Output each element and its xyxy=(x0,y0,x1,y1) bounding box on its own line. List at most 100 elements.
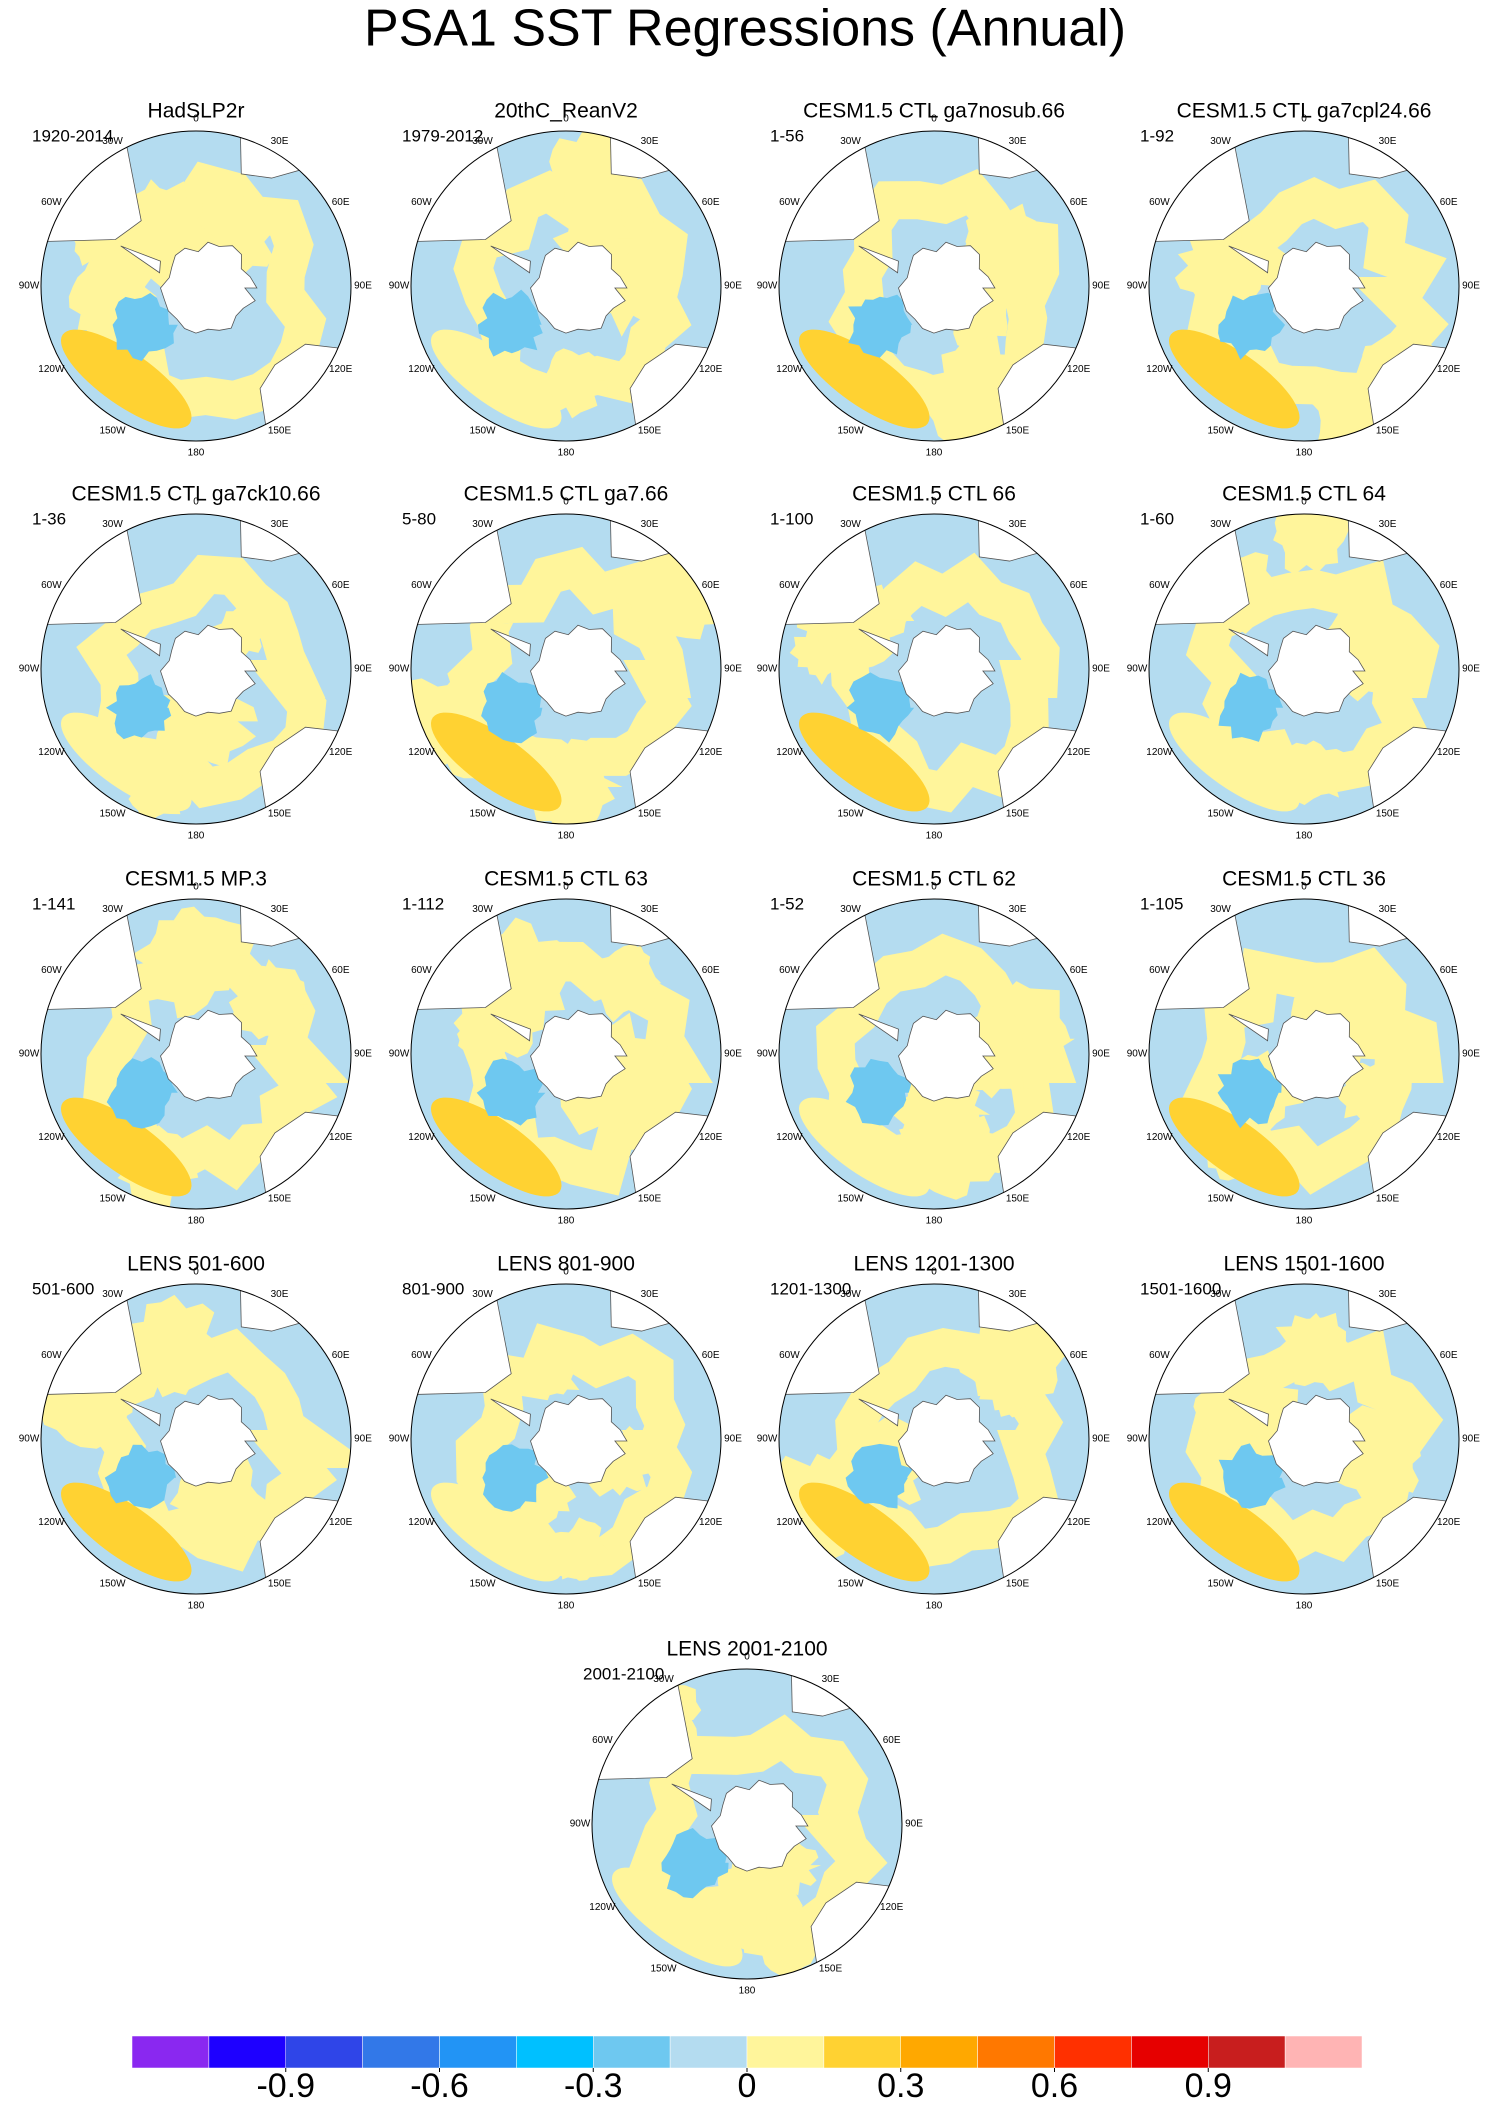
map-field xyxy=(779,514,1089,824)
lon-label: 120W xyxy=(408,364,435,375)
lon-label: 150E xyxy=(819,1963,843,1974)
map-border xyxy=(410,1283,722,1595)
lon-label: 150W xyxy=(1207,1193,1234,1204)
lon-label: 150W xyxy=(469,808,496,819)
lon-label: 30E xyxy=(641,1289,659,1300)
lon-label: 60W xyxy=(411,965,432,976)
peninsula xyxy=(490,245,531,274)
peninsula xyxy=(1228,1013,1269,1042)
lon-label: 90W xyxy=(389,664,410,675)
colorbar-box xyxy=(1208,2035,1286,2069)
lon-label: 150W xyxy=(837,808,864,819)
lon-label: 180 xyxy=(558,1216,575,1227)
lon-label: 180 xyxy=(926,831,943,842)
antarctica xyxy=(160,241,258,334)
lon-label: 120E xyxy=(1437,747,1461,758)
lon-label: 60E xyxy=(332,197,350,208)
lon-label: 180 xyxy=(739,1986,756,1997)
lon-label: 120E xyxy=(1067,364,1091,375)
lon-label: 90E xyxy=(354,281,372,292)
lon-label: 150W xyxy=(469,1193,496,1204)
peninsula xyxy=(858,1013,899,1042)
lon-label: 120E xyxy=(699,1517,723,1528)
anomaly-blob xyxy=(157,722,211,778)
lon-label: 120W xyxy=(1146,364,1173,375)
lon-label: 180 xyxy=(558,831,575,842)
lon-label: 90W xyxy=(1127,281,1148,292)
panel-title: CESM1.5 CTL 36 xyxy=(1222,868,1386,891)
lon-label: 120W xyxy=(776,1132,803,1143)
lon-label: 30E xyxy=(1379,904,1397,915)
lon-label: 120E xyxy=(1067,1517,1091,1528)
lon-label: 150W xyxy=(99,425,126,436)
lon-label: 30W xyxy=(840,136,861,147)
lon-label: 60W xyxy=(411,580,432,591)
lon-label: 120W xyxy=(38,364,65,375)
lon-label: 120W xyxy=(589,1902,616,1913)
land xyxy=(609,131,688,179)
lon-label: 0 xyxy=(563,882,569,893)
lon-label: 150E xyxy=(1376,808,1400,819)
antarctica xyxy=(160,1009,258,1102)
lon-label: 60W xyxy=(779,965,800,976)
lon-label: 90W xyxy=(19,1049,40,1060)
lon-label: 120W xyxy=(1146,747,1173,758)
map-panel: LENS 501-600 501-600 0 30E 60E 90E 120E 150E 180… xyxy=(19,1253,373,1612)
lon-label: 120E xyxy=(1437,1517,1461,1528)
colorbar-label: -0.6 xyxy=(410,2067,469,2105)
panel-title: CESM1.5 CTL ga7ck10.66 xyxy=(71,483,320,506)
lon-label: 0 xyxy=(193,497,199,508)
lon-label: 90E xyxy=(1092,1434,1110,1445)
land xyxy=(1347,514,1426,562)
map-border xyxy=(591,1668,903,1980)
lon-label: 90W xyxy=(757,1049,778,1060)
panel-period: 2001-2100 xyxy=(583,1664,664,1683)
land xyxy=(977,131,1056,179)
lon-label: 180 xyxy=(558,448,575,459)
panel-period: 501-600 xyxy=(32,1279,94,1298)
lon-label: 60W xyxy=(779,1350,800,1361)
lon-label: 150E xyxy=(638,1578,662,1589)
anomaly-blob xyxy=(1275,1312,1356,1387)
lon-label: 150E xyxy=(1376,1578,1400,1589)
lon-label: 90E xyxy=(1462,664,1480,675)
lon-label: 120E xyxy=(880,1902,904,1913)
lon-label: 90W xyxy=(570,1819,591,1830)
antarctica xyxy=(1268,241,1366,334)
lon-label: 120W xyxy=(408,747,435,758)
lon-label: 30W xyxy=(102,136,123,147)
land xyxy=(977,514,1056,562)
colorbar-label: 0.9 xyxy=(1185,2067,1232,2105)
warm-band xyxy=(60,1482,192,1582)
map-panel: CESM1.5 MP.3 1-141 0 30E 60E 90E 120E 150E 180 15… xyxy=(19,868,373,1227)
warm-band xyxy=(798,1097,930,1197)
anomaly-blob xyxy=(582,943,662,1023)
lon-label: 150E xyxy=(268,1578,292,1589)
lon-label: 30E xyxy=(1009,904,1027,915)
lon-label: 30E xyxy=(271,904,289,915)
panel-title: CESM1.5 CTL 66 xyxy=(852,483,1016,506)
lon-label: 180 xyxy=(188,831,205,842)
map-field xyxy=(1149,899,1459,1209)
map-panel: CESM1.5 CTL ga7.66 5-80 0 30E 60E 90E 120E 150E… xyxy=(389,483,743,842)
lon-label: 180 xyxy=(1296,831,1313,842)
anomaly-blob xyxy=(1273,514,1349,575)
lon-label: 120E xyxy=(699,1132,723,1143)
lon-label: 30W xyxy=(472,519,493,530)
map-border xyxy=(40,513,352,825)
panel-title: LENS 501-600 xyxy=(127,1253,265,1276)
map-panel: HadSLP2r 1920-2014 0 30E 60E 90E 120E 150E 180 15… xyxy=(19,100,373,459)
lon-label: 0 xyxy=(563,497,569,508)
cold-pocket xyxy=(848,294,913,358)
warm-band xyxy=(798,712,930,812)
lon-label: 0 xyxy=(931,1267,937,1278)
lon-label: 60W xyxy=(779,580,800,591)
antarctica xyxy=(160,624,258,717)
lon-label: 60E xyxy=(702,197,720,208)
anomaly-blob xyxy=(242,973,309,1042)
peninsula xyxy=(120,628,161,657)
lon-label: 120W xyxy=(1146,1132,1173,1143)
panel-period: 1-92 xyxy=(1140,126,1174,145)
lon-label: 90E xyxy=(905,1819,923,1830)
lon-label: 90W xyxy=(19,281,40,292)
